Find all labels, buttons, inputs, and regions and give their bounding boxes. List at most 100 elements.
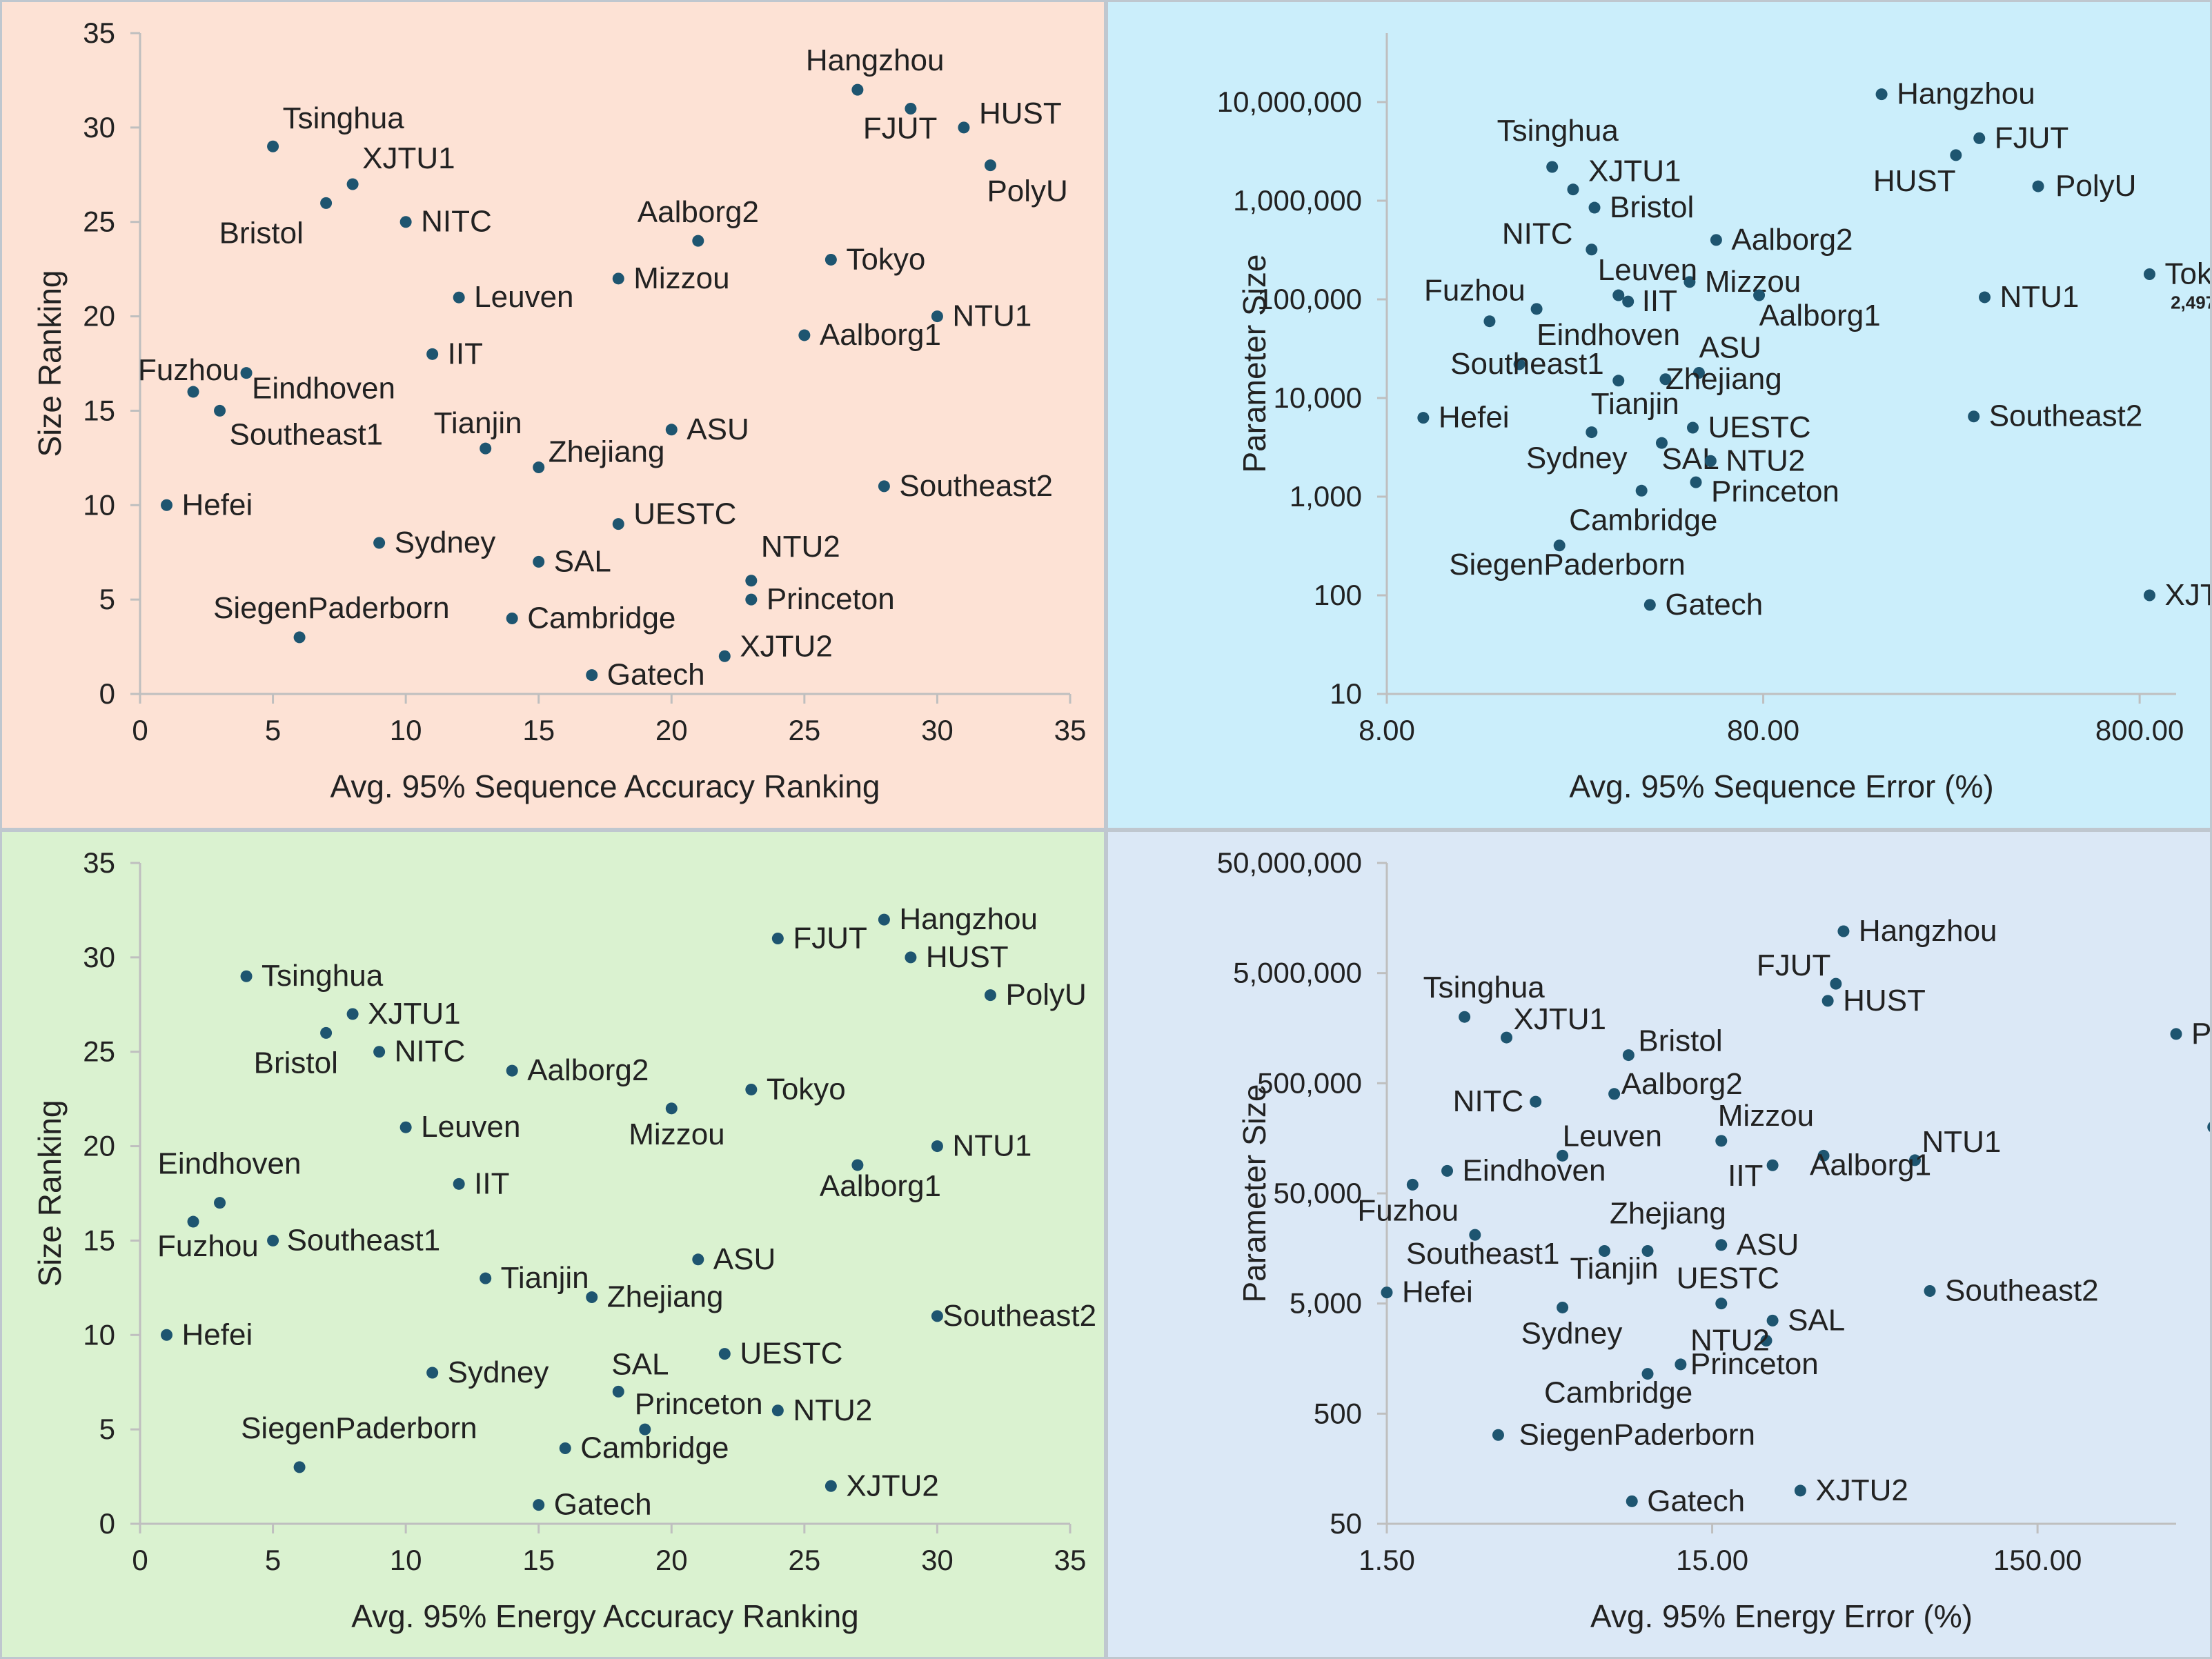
y-tick-label: 100 bbox=[1314, 579, 1362, 611]
y-tick-label: 15 bbox=[83, 394, 115, 426]
y-tick-label: 500 bbox=[1314, 1397, 1362, 1429]
data-point-hefei bbox=[1381, 1287, 1393, 1299]
y-tick-label: 10,000 bbox=[1274, 381, 1362, 414]
data-label-cambridge: Cambridge bbox=[580, 1431, 729, 1465]
y-tick-label: 30 bbox=[83, 111, 115, 143]
data-label-hust: HUST bbox=[1843, 984, 1926, 1017]
data-point-sydney bbox=[426, 1367, 439, 1379]
data-point-mizzou bbox=[1683, 276, 1696, 288]
data-label-leuven: Leuven bbox=[474, 280, 573, 314]
data-point-eindhoven bbox=[214, 1197, 226, 1209]
y-tick-label: 10 bbox=[1330, 677, 1362, 710]
x-tick-label: 150.00 bbox=[1993, 1544, 2082, 1576]
data-label-sal: SAL bbox=[1788, 1303, 1845, 1337]
data-label-bristol: Bristol bbox=[1638, 1024, 1722, 1058]
data-label-uestc: UESTC bbox=[740, 1337, 842, 1371]
data-point-hangzhou bbox=[878, 913, 890, 926]
data-point-fuzhou bbox=[1483, 315, 1496, 328]
data-label-zhejiang: Zhejiang bbox=[607, 1280, 724, 1314]
data-point-fjut bbox=[1973, 132, 1986, 144]
data-point-xjtu2 bbox=[2143, 589, 2155, 602]
data-label-aalborg2: Aalborg2 bbox=[638, 195, 759, 229]
data-label-aalborg1: Aalborg1 bbox=[820, 318, 941, 352]
data-point-ntu2 bbox=[1760, 1335, 1772, 1347]
data-label-hefei: Hefei bbox=[182, 488, 253, 521]
data-label-zhejiang: Zhejiang bbox=[1666, 362, 1782, 396]
data-point-iit bbox=[1622, 295, 1635, 308]
data-label-leuven: Leuven bbox=[421, 1110, 520, 1144]
data-point-uestc bbox=[1715, 1298, 1728, 1310]
x-tick-label: 20 bbox=[655, 714, 688, 746]
data-label-nitc: NITC bbox=[395, 1035, 466, 1069]
data-label-fjut: FJUT bbox=[863, 111, 938, 145]
data-point-hefei bbox=[161, 1329, 173, 1341]
data-point-tsinghua bbox=[1546, 161, 1559, 173]
data-point-sydney bbox=[373, 537, 386, 549]
data-point-fuzhou bbox=[187, 1215, 199, 1228]
data-label-cambridge: Cambridge bbox=[527, 602, 675, 635]
data-label-leuven: Leuven bbox=[1598, 253, 1697, 287]
x-tick-label: 10 bbox=[390, 1544, 422, 1576]
x-tick-label: 0 bbox=[132, 714, 148, 746]
data-label-xjtu2: XJTU2 bbox=[2164, 578, 2212, 612]
data-point-southeast1 bbox=[1469, 1229, 1481, 1241]
data-point-ntu2 bbox=[1704, 455, 1717, 467]
y-tick-label: 50,000 bbox=[1274, 1177, 1362, 1209]
data-label-eindhoven: Eindhoven bbox=[158, 1147, 302, 1181]
data-point-leuven bbox=[399, 1121, 412, 1133]
data-label-polyu: PolyU bbox=[1005, 978, 1086, 1012]
data-point-aalborg2 bbox=[1710, 234, 1722, 246]
data-label-fuzhou: Fuzhou bbox=[157, 1229, 259, 1263]
data-point-cambridge bbox=[559, 1442, 571, 1455]
x-axis-title: Avg. 95% Sequence Error (%) bbox=[1569, 768, 1993, 804]
y-axis-title: Size Ranking bbox=[32, 1100, 68, 1287]
data-point-tianjin bbox=[1612, 375, 1625, 387]
data-point-xjtu1 bbox=[1501, 1031, 1513, 1044]
data-point-aalborg2 bbox=[506, 1064, 518, 1077]
y-tick-label: 30 bbox=[83, 941, 115, 973]
data-point-siegenpaderborn bbox=[293, 631, 306, 644]
data-label-southeast2: Southeast2 bbox=[1945, 1273, 2099, 1307]
data-label-leuven: Leuven bbox=[1563, 1119, 1662, 1153]
data-point-gatech bbox=[533, 1499, 545, 1511]
data-point-aalborg1 bbox=[798, 329, 811, 341]
data-label-polyu: PolyU bbox=[2191, 1017, 2212, 1051]
data-point-hefei bbox=[1417, 412, 1430, 424]
data-point-sydney bbox=[1557, 1301, 1569, 1313]
data-point-ntu2 bbox=[771, 1404, 784, 1417]
scatter-chart-energy-accuracy-ranking: 0 5 10 15 20 25 30 35 0 5 10 15 20 25 30 35 Avg. 95% Ene… bbox=[2, 832, 1104, 1657]
data-point-gatech bbox=[1626, 1495, 1638, 1507]
data-point-tokyo bbox=[2207, 1122, 2210, 1132]
panel-energy-error: 50 500 5,000 50,000 500,000 5,000,000 50,000,0… bbox=[1106, 830, 2212, 1659]
data-point-mizzou bbox=[612, 272, 624, 285]
data-point-southeast1 bbox=[267, 1234, 279, 1246]
data-label-gatech: Gatech bbox=[1647, 1484, 1745, 1518]
data-label-fjut: FJUT bbox=[1757, 948, 1831, 982]
x-tick-label: 25 bbox=[788, 1544, 820, 1576]
y-tick-label: 5,000 bbox=[1290, 1287, 1362, 1320]
data-label-tsinghua: Tsinghua bbox=[1423, 971, 1546, 1004]
data-point-southeast1 bbox=[1513, 358, 1525, 370]
data-label-tokyo: Tokyo bbox=[767, 1072, 846, 1106]
x-tick-label: 5 bbox=[265, 1544, 281, 1576]
data-point-aalborg2 bbox=[692, 235, 704, 247]
data-label-southeast2: Southeast2 bbox=[942, 1299, 1096, 1333]
data-point-tokyo bbox=[824, 253, 837, 266]
data-point-princeton bbox=[745, 593, 758, 606]
x-tick-label: 1.50 bbox=[1359, 1544, 1415, 1576]
data-label-cambridge: Cambridge bbox=[1544, 1376, 1692, 1410]
data-label-princeton: Princeton bbox=[767, 582, 895, 616]
data-point-cambridge bbox=[506, 613, 518, 625]
data-label-hust: HUST bbox=[926, 940, 1009, 974]
y-tick-label: 1,000 bbox=[1290, 480, 1362, 513]
data-label-tianjin: Tianjin bbox=[434, 406, 522, 440]
data-point-hangzhou bbox=[1875, 88, 1888, 101]
data-label-southeast2: Southeast2 bbox=[899, 469, 1053, 503]
data-point-princeton bbox=[1675, 1358, 1687, 1371]
y-tick-label: 20 bbox=[83, 1130, 115, 1162]
data-point-aalborg1 bbox=[851, 1159, 864, 1171]
data-point-tianjin bbox=[480, 442, 492, 455]
data-point-tsinghua bbox=[240, 970, 253, 982]
data-point-hangzhou bbox=[851, 83, 864, 96]
data-label-hefei: Hefei bbox=[1402, 1275, 1473, 1309]
